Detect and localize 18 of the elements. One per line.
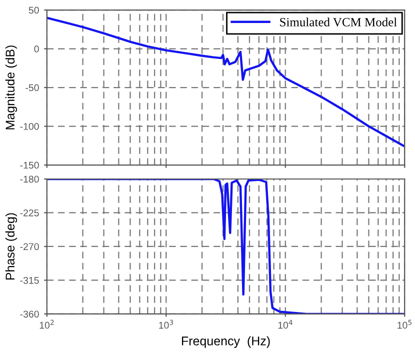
y-tick-label: -100 <box>20 123 39 130</box>
legend-label: Simulated VCM Model <box>280 18 397 26</box>
y-tick-label: -225 <box>20 209 39 216</box>
y-axis-title: Phase (deg) <box>5 213 18 280</box>
y-tick-label: -180 <box>20 176 39 183</box>
y-tick-label: 50 <box>28 6 39 14</box>
x-tick-label: 10$^{2}$ <box>40 320 54 329</box>
y-tick-label: -150 <box>20 162 39 169</box>
y-tick-label: -270 <box>20 243 39 250</box>
x-axis-title: Frequency (Hz) <box>182 336 270 348</box>
y-axis-title: Magnitude (dB) <box>5 46 18 130</box>
y-tick-label: 0 <box>34 46 39 52</box>
y-tick-label: -315 <box>20 276 39 284</box>
y-tick-label: -50 <box>26 84 39 92</box>
y-tick-label: -360 <box>20 310 39 318</box>
x-tick-label: 10$^{3}$ <box>159 320 174 329</box>
x-tick-label: 10$^{5}$ <box>398 320 412 329</box>
x-tick-label: 10$^{4}$ <box>278 320 292 329</box>
